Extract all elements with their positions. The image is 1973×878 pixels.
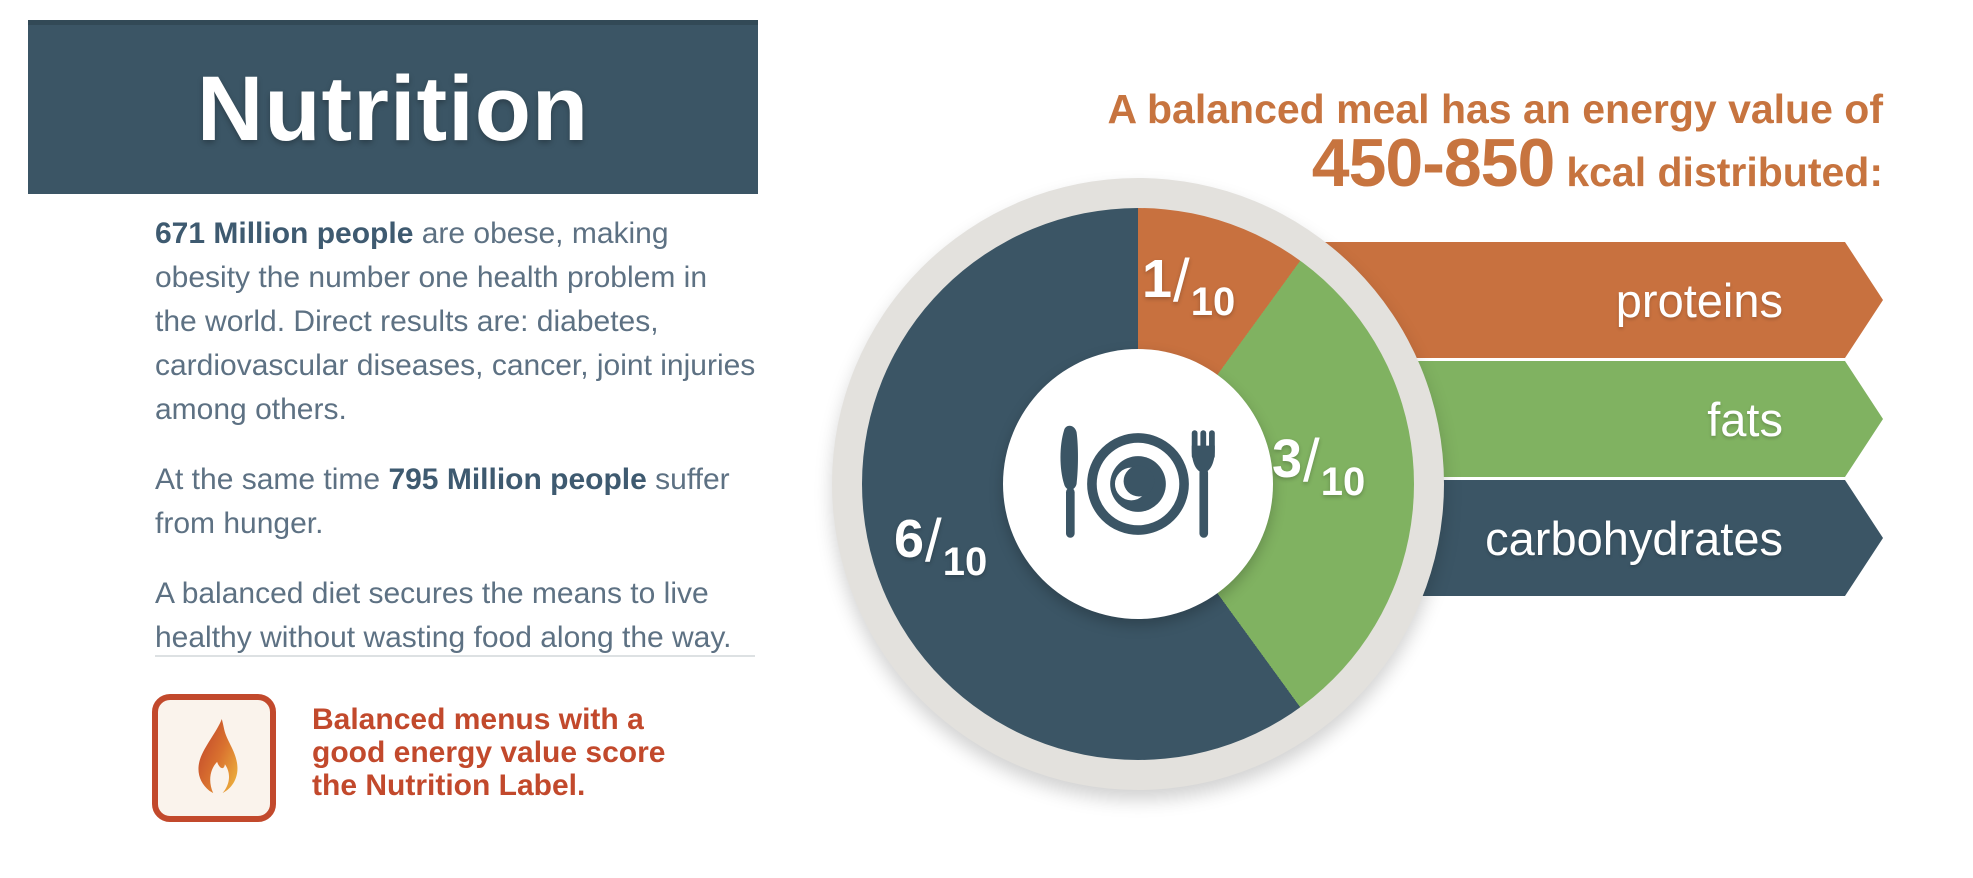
plate-cutlery-icon xyxy=(1060,425,1215,538)
paragraph-obesity: 671 Million people are obese, making obes… xyxy=(155,217,756,426)
banner-fats-label: fats xyxy=(1707,392,1783,446)
segment-label-proteins: 1/10 xyxy=(1142,247,1236,325)
page-title: Nutrition xyxy=(196,58,590,160)
segment-label-carbohydrates: 6/10 xyxy=(894,507,988,585)
donut-center xyxy=(1003,349,1273,619)
energy-badge xyxy=(152,694,276,822)
energy-note: Balanced menus with a good energy value s… xyxy=(312,703,666,802)
chart-heading-line1: A balanced meal has an energy value of xyxy=(1107,86,1884,132)
intro-text: 671 Million people are obese, making obes… xyxy=(155,212,835,686)
paragraph-hunger: At the same time 795 Million people suff… xyxy=(155,463,730,540)
paragraph-balanced-diet: A balanced diet secures the means to liv… xyxy=(155,577,732,654)
segment-label-fats: 3/10 xyxy=(1272,427,1366,505)
chart-heading-line2: 450-850 kcal distributed: xyxy=(1108,125,1883,201)
banner-carbohydrates-label: carbohydrates xyxy=(1485,511,1783,565)
divider-line xyxy=(155,655,755,657)
chart-heading: A balanced meal has an energy value of 4… xyxy=(1107,86,1884,201)
chart-heading-line2-rest: kcal distributed: xyxy=(1566,149,1883,195)
section-header: Nutrition xyxy=(28,20,758,194)
kcal-range: 450-850 xyxy=(1311,125,1556,201)
banner-proteins-label: proteins xyxy=(1615,273,1783,327)
flame-icon xyxy=(198,719,238,794)
